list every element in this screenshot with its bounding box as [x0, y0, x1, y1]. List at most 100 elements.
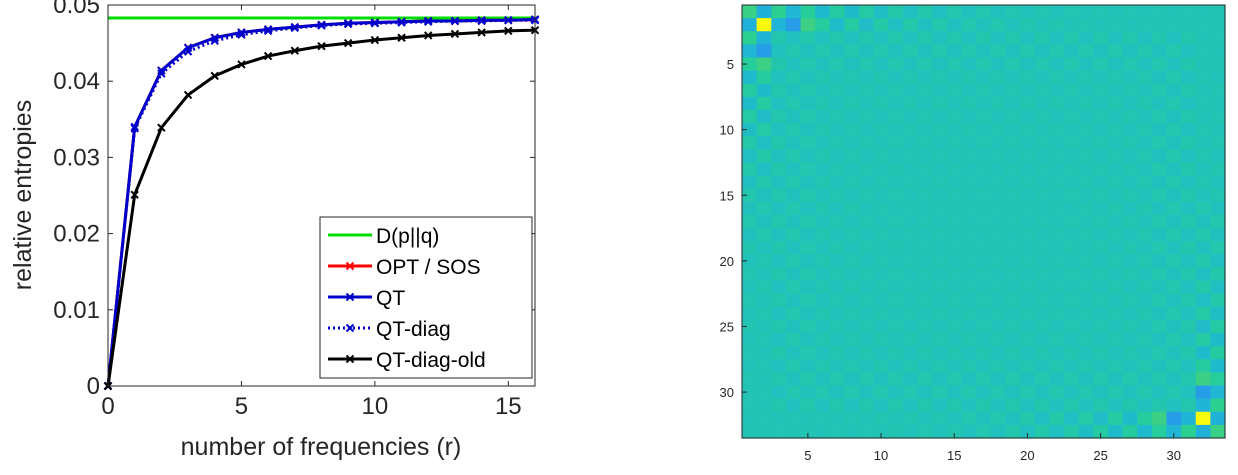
- heatmap-cell: [1078, 136, 1094, 150]
- heatmap-cell: [961, 149, 977, 164]
- heatmap-cell: [1107, 228, 1124, 242]
- heatmap-cell: [829, 254, 846, 269]
- heatmap-cell: [1137, 228, 1153, 242]
- heatmap-cell: [1181, 398, 1197, 413]
- heatmap-cell: [829, 280, 846, 295]
- heatmap-cell: [1181, 280, 1197, 295]
- heatmap-cell: [742, 44, 758, 59]
- heatmap-cell: [800, 372, 816, 387]
- heatmap-cell: [976, 136, 992, 150]
- heatmap-cell: [756, 333, 772, 347]
- heatmap-cell: [800, 346, 816, 360]
- heatmap-cell: [903, 5, 919, 19]
- heatmap-cell: [1166, 306, 1182, 321]
- heatmap-cell: [815, 57, 831, 72]
- heatmap-cell: [917, 424, 933, 439]
- heatmap-cell: [976, 398, 992, 413]
- heatmap-cell: [1137, 31, 1153, 45]
- heatmap-cell: [917, 96, 933, 111]
- heatmap-cell: [946, 57, 963, 72]
- heatmap-cell: [1137, 162, 1153, 177]
- heatmap-cell: [742, 306, 758, 321]
- heatmap-cell: [742, 228, 758, 242]
- heatmap-cell: [1166, 18, 1182, 32]
- heatmap-cell: [1093, 241, 1109, 255]
- heatmap-cell: [756, 319, 772, 334]
- heatmap-cell: [1210, 306, 1226, 321]
- heatmap-cell: [932, 359, 948, 373]
- heatmap-cell: [903, 346, 919, 360]
- heatmap-x-tick-label: 20: [1020, 448, 1034, 463]
- heatmap-cell: [1078, 201, 1094, 216]
- heatmap-cell: [946, 109, 963, 124]
- heatmap-cell: [961, 44, 977, 59]
- heatmap-cell: [1020, 346, 1036, 360]
- heatmap-cell: [1020, 424, 1036, 439]
- heatmap-cell: [932, 214, 948, 229]
- heatmap-cell: [829, 346, 846, 360]
- heatmap-cell: [932, 31, 948, 45]
- heatmap-cell: [771, 201, 787, 216]
- heatmap-cell: [1137, 201, 1153, 216]
- heatmap-cell: [829, 306, 846, 321]
- heatmap-cell: [932, 424, 948, 439]
- heatmap-cell: [1122, 267, 1138, 282]
- series-point-3: [343, 19, 353, 29]
- heatmap-cell: [917, 411, 933, 426]
- x-tick-label: 0: [101, 393, 114, 420]
- heatmap-cell: [1020, 175, 1036, 190]
- heatmap-cell: [1064, 31, 1080, 45]
- heatmap-cell: [829, 31, 846, 45]
- heatmap-cell: [1195, 5, 1211, 19]
- heatmap-cell: [1181, 293, 1197, 308]
- heatmap-cell: [859, 411, 875, 426]
- heatmap-cell: [1034, 372, 1050, 387]
- heatmap-cell: [1078, 44, 1094, 59]
- heatmap-cell: [844, 96, 860, 111]
- heatmap-cell: [771, 214, 787, 229]
- heatmap-cell: [1049, 385, 1065, 400]
- heatmap-cell: [946, 228, 963, 242]
- heatmap-cell: [1064, 319, 1080, 334]
- heatmap-cell: [873, 201, 889, 216]
- heatmap-cell: [785, 346, 802, 360]
- heatmap-cell: [1078, 424, 1094, 439]
- heatmap-cell: [961, 385, 977, 400]
- heatmap-cell: [1005, 346, 1021, 360]
- heatmap-cell: [917, 333, 933, 347]
- heatmap-cell: [742, 136, 758, 150]
- heatmap-cell: [1181, 372, 1197, 387]
- heatmap-cell: [1137, 136, 1153, 150]
- heatmap-cell: [946, 123, 963, 137]
- heatmap-cell: [903, 385, 919, 400]
- heatmap-cell: [1049, 18, 1065, 32]
- heatmap-cell: [800, 70, 816, 85]
- heatmap-cell: [771, 123, 787, 137]
- heatmap-cell: [771, 267, 787, 282]
- heatmap-cell: [1049, 372, 1065, 387]
- heatmap-cell: [903, 109, 919, 124]
- heatmap-cell: [990, 149, 1007, 164]
- heatmap-cell: [1195, 136, 1211, 150]
- heatmap-cell: [888, 267, 904, 282]
- heatmap-cell: [742, 280, 758, 295]
- heatmap-cell: [742, 109, 758, 124]
- heatmap-cell: [961, 18, 977, 32]
- heatmap-cell: [1020, 306, 1036, 321]
- heatmap-cell: [946, 31, 963, 45]
- heatmap-cell: [1020, 188, 1036, 203]
- heatmap-cell: [873, 149, 889, 164]
- heatmap-cell: [903, 424, 919, 439]
- heatmap-cell: [785, 136, 802, 150]
- heatmap-cell: [903, 136, 919, 150]
- heatmap-cell: [1122, 241, 1138, 255]
- heatmap-cell: [932, 346, 948, 360]
- heatmap-cell: [1064, 83, 1080, 98]
- heatmap-cell: [815, 293, 831, 308]
- heatmap-x-tick-label: 30: [1167, 448, 1181, 463]
- heatmap-cell: [1078, 385, 1094, 400]
- heatmap-cell: [1151, 57, 1168, 72]
- heatmap-cell: [859, 44, 875, 59]
- heatmap-cell: [976, 162, 992, 177]
- heatmap-cell: [888, 188, 904, 203]
